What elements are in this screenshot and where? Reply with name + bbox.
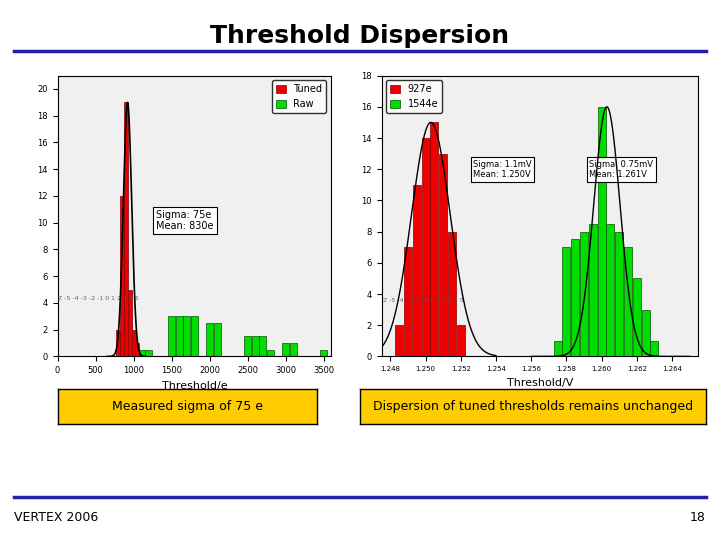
Text: Z -5 -4 -3 -2 -1 0 1 2 3 4 5: Z -5 -4 -3 -2 -1 0 1 2 3 4 5: [58, 296, 139, 301]
Bar: [289, 343, 297, 356]
Bar: [320, 350, 327, 356]
Bar: [554, 341, 562, 356]
Bar: [184, 316, 190, 356]
Bar: [132, 329, 135, 356]
Bar: [562, 247, 570, 356]
Bar: [580, 232, 588, 356]
Bar: [176, 316, 183, 356]
Text: Sigma: 75e
Mean: 830e: Sigma: 75e Mean: 830e: [156, 210, 214, 231]
Bar: [168, 316, 175, 356]
Bar: [395, 325, 403, 356]
Bar: [624, 247, 632, 356]
Text: Sigma: 1.1mV
Mean: 1.250V: Sigma: 1.1mV Mean: 1.250V: [473, 160, 532, 179]
Bar: [615, 232, 623, 356]
Bar: [124, 103, 128, 356]
Bar: [267, 350, 274, 356]
X-axis label: Threshold/V: Threshold/V: [507, 377, 573, 388]
Bar: [206, 323, 213, 356]
Bar: [589, 224, 597, 356]
Bar: [117, 329, 120, 356]
Bar: [413, 185, 420, 356]
Text: 18: 18: [690, 511, 706, 524]
Bar: [120, 196, 125, 356]
Text: Measured sigma of 75 e: Measured sigma of 75 e: [112, 400, 263, 413]
Bar: [456, 325, 464, 356]
Bar: [571, 239, 579, 356]
Text: Threshold Dispersion: Threshold Dispersion: [210, 24, 510, 48]
Legend: 927e, 1544e: 927e, 1544e: [387, 80, 442, 113]
Bar: [191, 316, 198, 356]
Bar: [404, 247, 412, 356]
Bar: [598, 107, 606, 356]
Bar: [633, 279, 641, 356]
Bar: [252, 336, 258, 356]
Bar: [135, 343, 140, 356]
Bar: [448, 232, 456, 356]
Bar: [439, 153, 447, 356]
X-axis label: Threshold/e: Threshold/e: [161, 381, 228, 390]
Text: VERTEX 2006: VERTEX 2006: [14, 511, 99, 524]
Bar: [138, 350, 145, 356]
Text: Z -5 -4 -3 -2 -1 0 1 2 3 4 5: Z -5 -4 -3 -2 -1 0 1 2 3 4 5: [383, 298, 464, 303]
Text: Sigma: 0.75mV
Mean: 1.261V: Sigma: 0.75mV Mean: 1.261V: [589, 160, 653, 179]
Bar: [127, 289, 132, 356]
Bar: [642, 309, 649, 356]
Bar: [145, 350, 152, 356]
Bar: [214, 323, 220, 356]
Bar: [282, 343, 289, 356]
Bar: [244, 336, 251, 356]
Legend: Tuned, Raw: Tuned, Raw: [272, 80, 326, 113]
Bar: [422, 138, 430, 356]
Bar: [431, 123, 438, 356]
Text: Dispersion of tuned thresholds remains unchanged: Dispersion of tuned thresholds remains u…: [373, 400, 693, 413]
Bar: [259, 336, 266, 356]
Bar: [650, 341, 658, 356]
Bar: [606, 224, 614, 356]
